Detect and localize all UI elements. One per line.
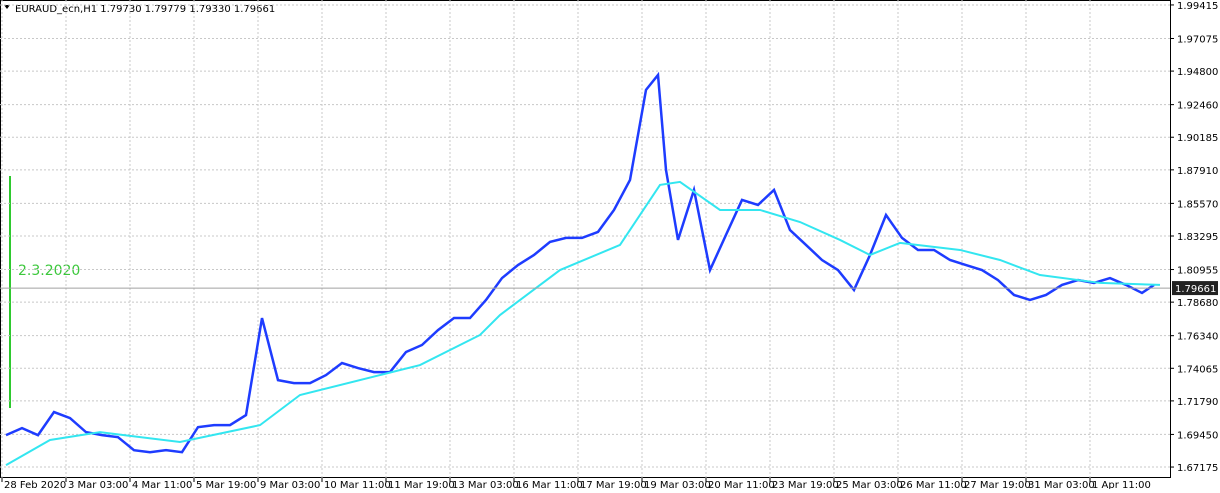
y-tick-label: 1.90185 — [1177, 133, 1218, 144]
x-tick-label: 1 Apr 11:00 — [1092, 480, 1151, 489]
x-tick-label: 13 Mar 03:00 — [452, 480, 519, 489]
chart-title: EURAUD_ecn,H1 1.79730 1.79779 1.79330 1.… — [15, 4, 275, 15]
series-line — [5, 71, 1155, 454]
x-tick-label: 25 Mar 03:00 — [836, 480, 903, 489]
plot-frame — [0, 0, 1171, 478]
y-tick-label: 1.87910 — [1177, 166, 1218, 177]
annotation: 2.3.2020 — [18, 263, 80, 279]
last-price-label: 1.79661 — [1175, 284, 1216, 295]
y-tick-label: 1.92460 — [1177, 101, 1218, 112]
x-tick-label: 23 Mar 19:00 — [772, 480, 839, 489]
y-tick-label: 1.80955 — [1177, 266, 1218, 277]
menu-arrow — [4, 5, 10, 9]
x-tick-label: 5 Mar 19:00 — [196, 480, 256, 489]
x-tick-label: 31 Mar 03:00 — [1028, 480, 1095, 489]
y-tick-label: 1.67175 — [1177, 463, 1218, 474]
series-line — [5, 180, 1161, 466]
x-tick-label: 17 Mar 19:00 — [580, 480, 647, 489]
y-tick-label: 1.78680 — [1177, 298, 1218, 309]
x-tick-label: 20 Mar 11:00 — [708, 480, 775, 489]
x-tick-label: 9 Mar 03:00 — [260, 480, 320, 489]
y-tick-label: 1.94800 — [1177, 67, 1218, 78]
y-tick-label: 1.69450 — [1177, 430, 1218, 441]
x-tick-label: 19 Mar 03:00 — [644, 480, 711, 489]
last-price-box — [1172, 281, 1218, 296]
y-tick-label: 1.85570 — [1177, 199, 1218, 210]
x-tick-label: 11 Mar 19:00 — [388, 480, 455, 489]
x-tick-label: 3 Mar 03:00 — [68, 480, 128, 489]
x-tick-label: 16 Mar 11:00 — [516, 480, 583, 489]
x-tick-label: 27 Mar 19:00 — [964, 480, 1031, 489]
y-tick-label: 1.99415 — [1177, 1, 1218, 12]
x-tick-label: 26 Mar 11:00 — [900, 480, 967, 489]
x-tick-label: 28 Feb 2020 — [4, 480, 66, 489]
y-tick-label: 1.71790 — [1177, 397, 1218, 408]
y-tick-label: 1.83295 — [1177, 232, 1218, 243]
y-tick-label: 1.97075 — [1177, 34, 1218, 45]
x-tick-label: 4 Mar 11:00 — [132, 480, 192, 489]
y-tick-label: 1.76340 — [1177, 332, 1218, 343]
x-tick-label: 10 Mar 11:00 — [324, 480, 391, 489]
y-tick-label: 1.74065 — [1177, 364, 1218, 375]
